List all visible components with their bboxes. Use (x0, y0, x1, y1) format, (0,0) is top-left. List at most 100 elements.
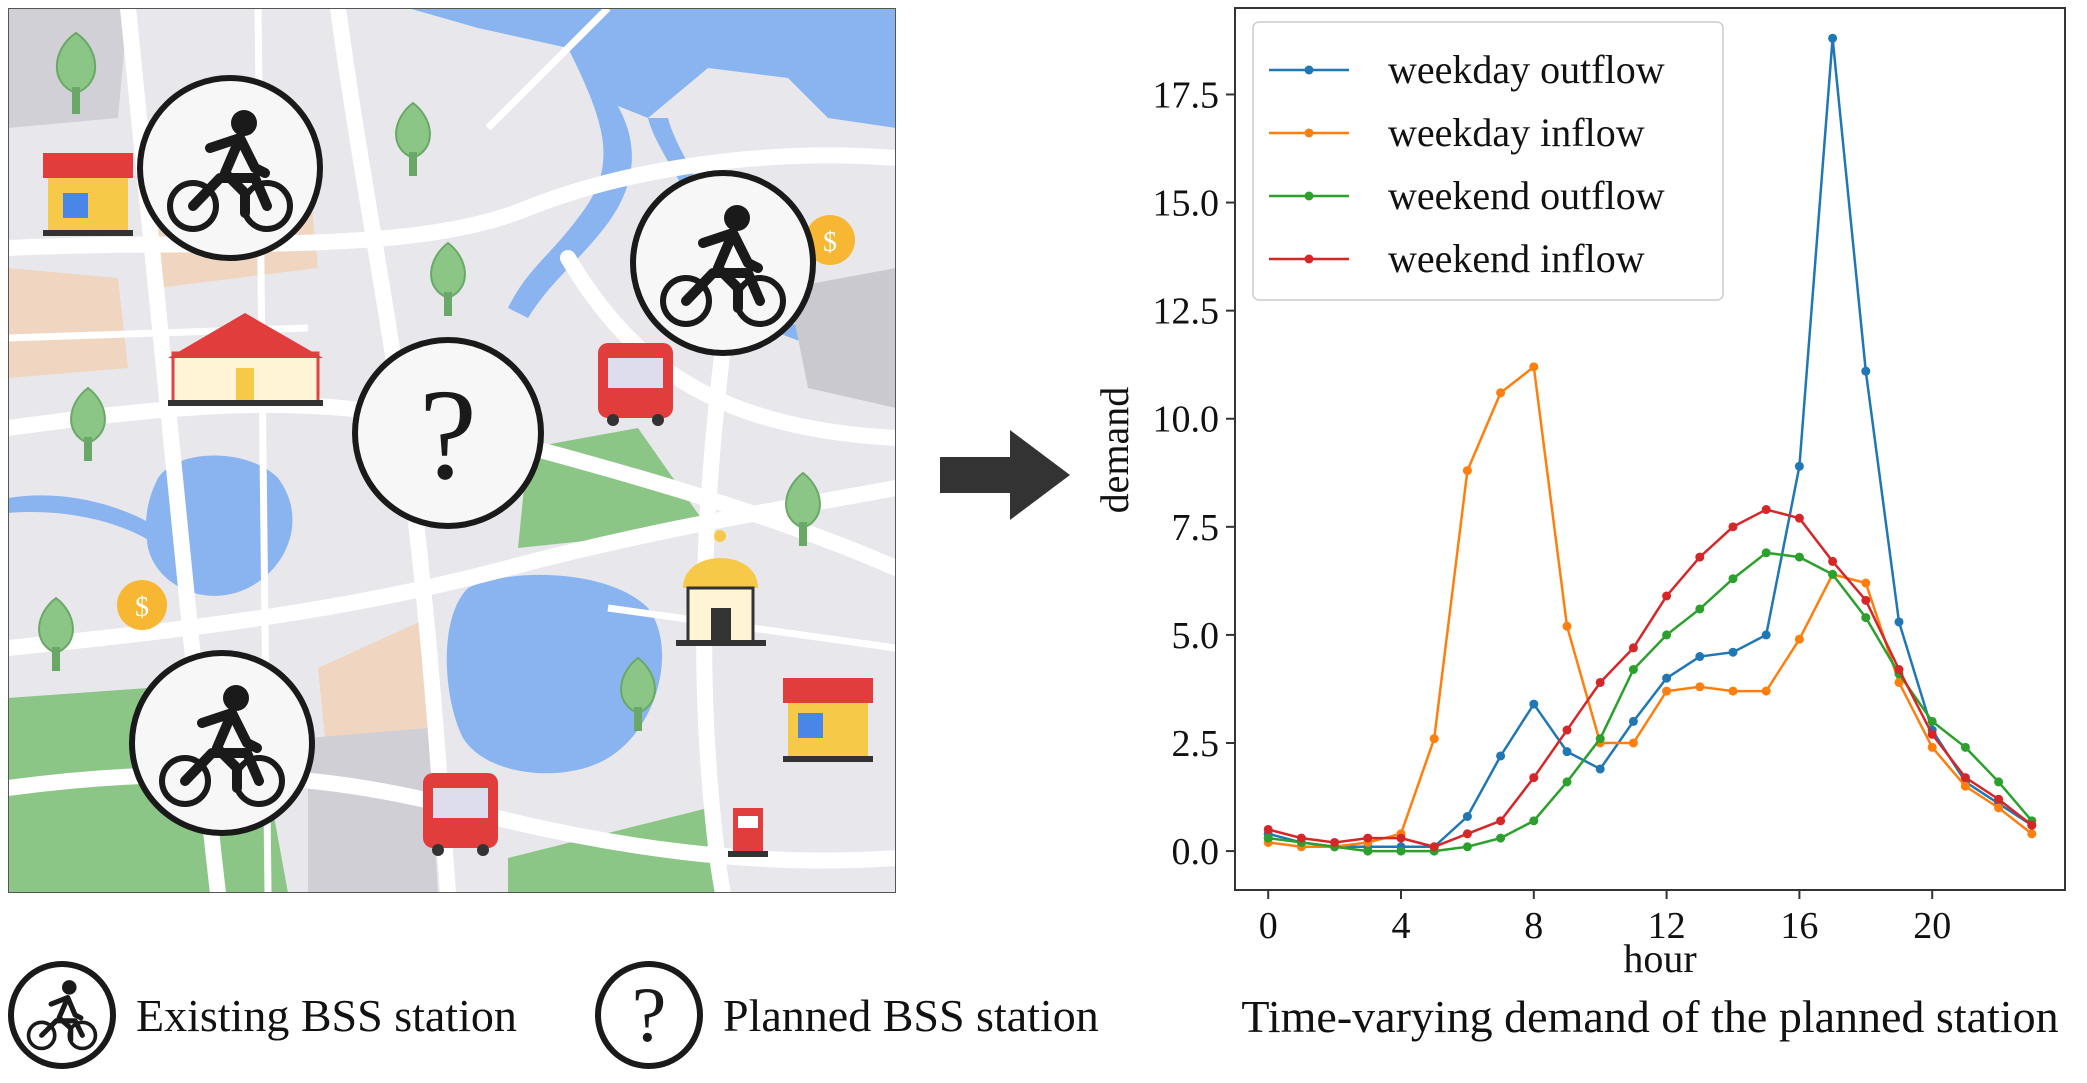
bus-icon (598, 343, 673, 426)
planned-station-legend-label: Planned BSS station (723, 989, 1099, 1041)
tree-icon (38, 31, 821, 731)
data-point (1562, 777, 1572, 787)
data-point (1396, 846, 1406, 856)
data-point (1595, 734, 1605, 744)
series-line (1268, 551, 2033, 853)
school-icon (168, 313, 323, 406)
y-tick-label: 7.5 (1172, 507, 1220, 549)
data-point (1728, 574, 1738, 584)
data-point (1695, 652, 1705, 662)
legend-label: weekend inflow (1388, 236, 1645, 281)
data-point (1695, 552, 1705, 562)
demand-line-chart: 0 4 8 12 16 20 0.0 2.5 5.0 7.5 10.0 12.5 15.0 17.5 we… (1100, 7, 2066, 981)
data-point (1462, 466, 1472, 476)
data-point (1960, 781, 1970, 791)
legend-label: weekday outflow (1388, 47, 1665, 92)
data-point (1529, 699, 1539, 709)
data-point (1894, 677, 1904, 687)
legend-planned-station: ? Planned BSS station (595, 955, 1099, 1075)
data-point (1628, 665, 1638, 674)
data-point (1263, 833, 1273, 843)
x-tick-label: 16 (1780, 905, 1818, 947)
data-point (1794, 513, 1804, 523)
y-axis-label: demand (1100, 387, 1137, 514)
legend-swatch-marker (1304, 65, 1314, 75)
svg-text:$: $ (135, 592, 149, 623)
y-tick-label: 17.5 (1153, 74, 1220, 116)
x-tick-label: 4 (1392, 905, 1411, 947)
data-point (1595, 764, 1605, 774)
data-point (1761, 548, 1771, 558)
x-axis-label: hour (1623, 936, 1696, 981)
legend-swatch-marker (1304, 128, 1314, 138)
data-point (1496, 751, 1506, 761)
data-point (1894, 617, 1904, 627)
gas-pump-icon (728, 808, 768, 857)
chart-legend: weekday outflow weekday inflow weekend out… (1252, 21, 1724, 301)
planned-station-legend-marker: ? (595, 961, 703, 1069)
data-point (1728, 686, 1738, 696)
chart-caption: Time-varying demand of the planned stati… (1241, 991, 2059, 1042)
data-point (2027, 829, 2037, 839)
data-point (1496, 388, 1506, 398)
data-point (1927, 742, 1937, 752)
data-point (1994, 803, 2004, 813)
series-line (1268, 364, 2033, 849)
bicycle-icon (26, 980, 98, 1051)
data-point (1662, 686, 1672, 696)
data-point (1662, 630, 1672, 640)
data-point (1628, 643, 1638, 653)
city-map: $ $ ? (8, 8, 896, 893)
y-tick-label: 5.0 (1172, 615, 1220, 657)
data-point (1263, 824, 1273, 834)
data-point (1695, 682, 1705, 692)
data-point (1861, 595, 1871, 605)
data-point (1396, 833, 1406, 843)
chart-axes: 0 4 8 12 16 20 0.0 2.5 5.0 7.5 10.0 12.5 15.0 17.5 (1153, 7, 2066, 947)
legend-label: weekend outflow (1388, 173, 1665, 218)
data-point (1994, 794, 2004, 804)
series-line (1267, 508, 2033, 849)
bicycle-icon (159, 685, 285, 807)
legend-label: weekday inflow (1388, 110, 1645, 155)
legend-existing-station: Existing BSS station (8, 955, 517, 1075)
data-point (1363, 846, 1373, 856)
money-pin-icon: $ $ (117, 215, 855, 630)
data-point (1562, 621, 1572, 631)
data-point (1695, 604, 1705, 614)
y-tick-label: 10.0 (1153, 399, 1220, 441)
data-point (1761, 505, 1771, 515)
data-point (1761, 630, 1771, 640)
existing-station-marker (137, 75, 323, 261)
existing-station-marker (630, 170, 816, 356)
data-point (1794, 461, 1804, 471)
data-point (1728, 522, 1738, 532)
data-point (1296, 833, 1306, 843)
data-point (1927, 716, 1937, 726)
data-point (1529, 816, 1539, 826)
data-point (1960, 773, 1970, 783)
data-point (1794, 634, 1804, 644)
data-point (1927, 729, 1937, 739)
data-point (1562, 747, 1572, 757)
data-point (1794, 552, 1804, 562)
data-point (1429, 734, 1439, 744)
data-point (1861, 366, 1871, 376)
shop-icon (43, 153, 133, 236)
data-point (1595, 677, 1605, 687)
data-point (1894, 665, 1904, 674)
legend-swatch-marker (1304, 191, 1314, 201)
data-point (1861, 578, 1871, 588)
legend-box (1252, 21, 1724, 301)
y-tick-label: 0.0 (1172, 831, 1220, 873)
data-point (1330, 837, 1340, 847)
data-point (1662, 591, 1672, 601)
data-point (1828, 556, 1838, 566)
data-point (1861, 613, 1871, 623)
x-tick-label: 12 (1648, 905, 1686, 947)
arrow-right-icon (940, 430, 1070, 520)
data-point (1462, 812, 1472, 821)
data-point (1828, 569, 1838, 579)
plot-frame (1234, 7, 2066, 891)
svg-text:$: $ (823, 227, 837, 258)
